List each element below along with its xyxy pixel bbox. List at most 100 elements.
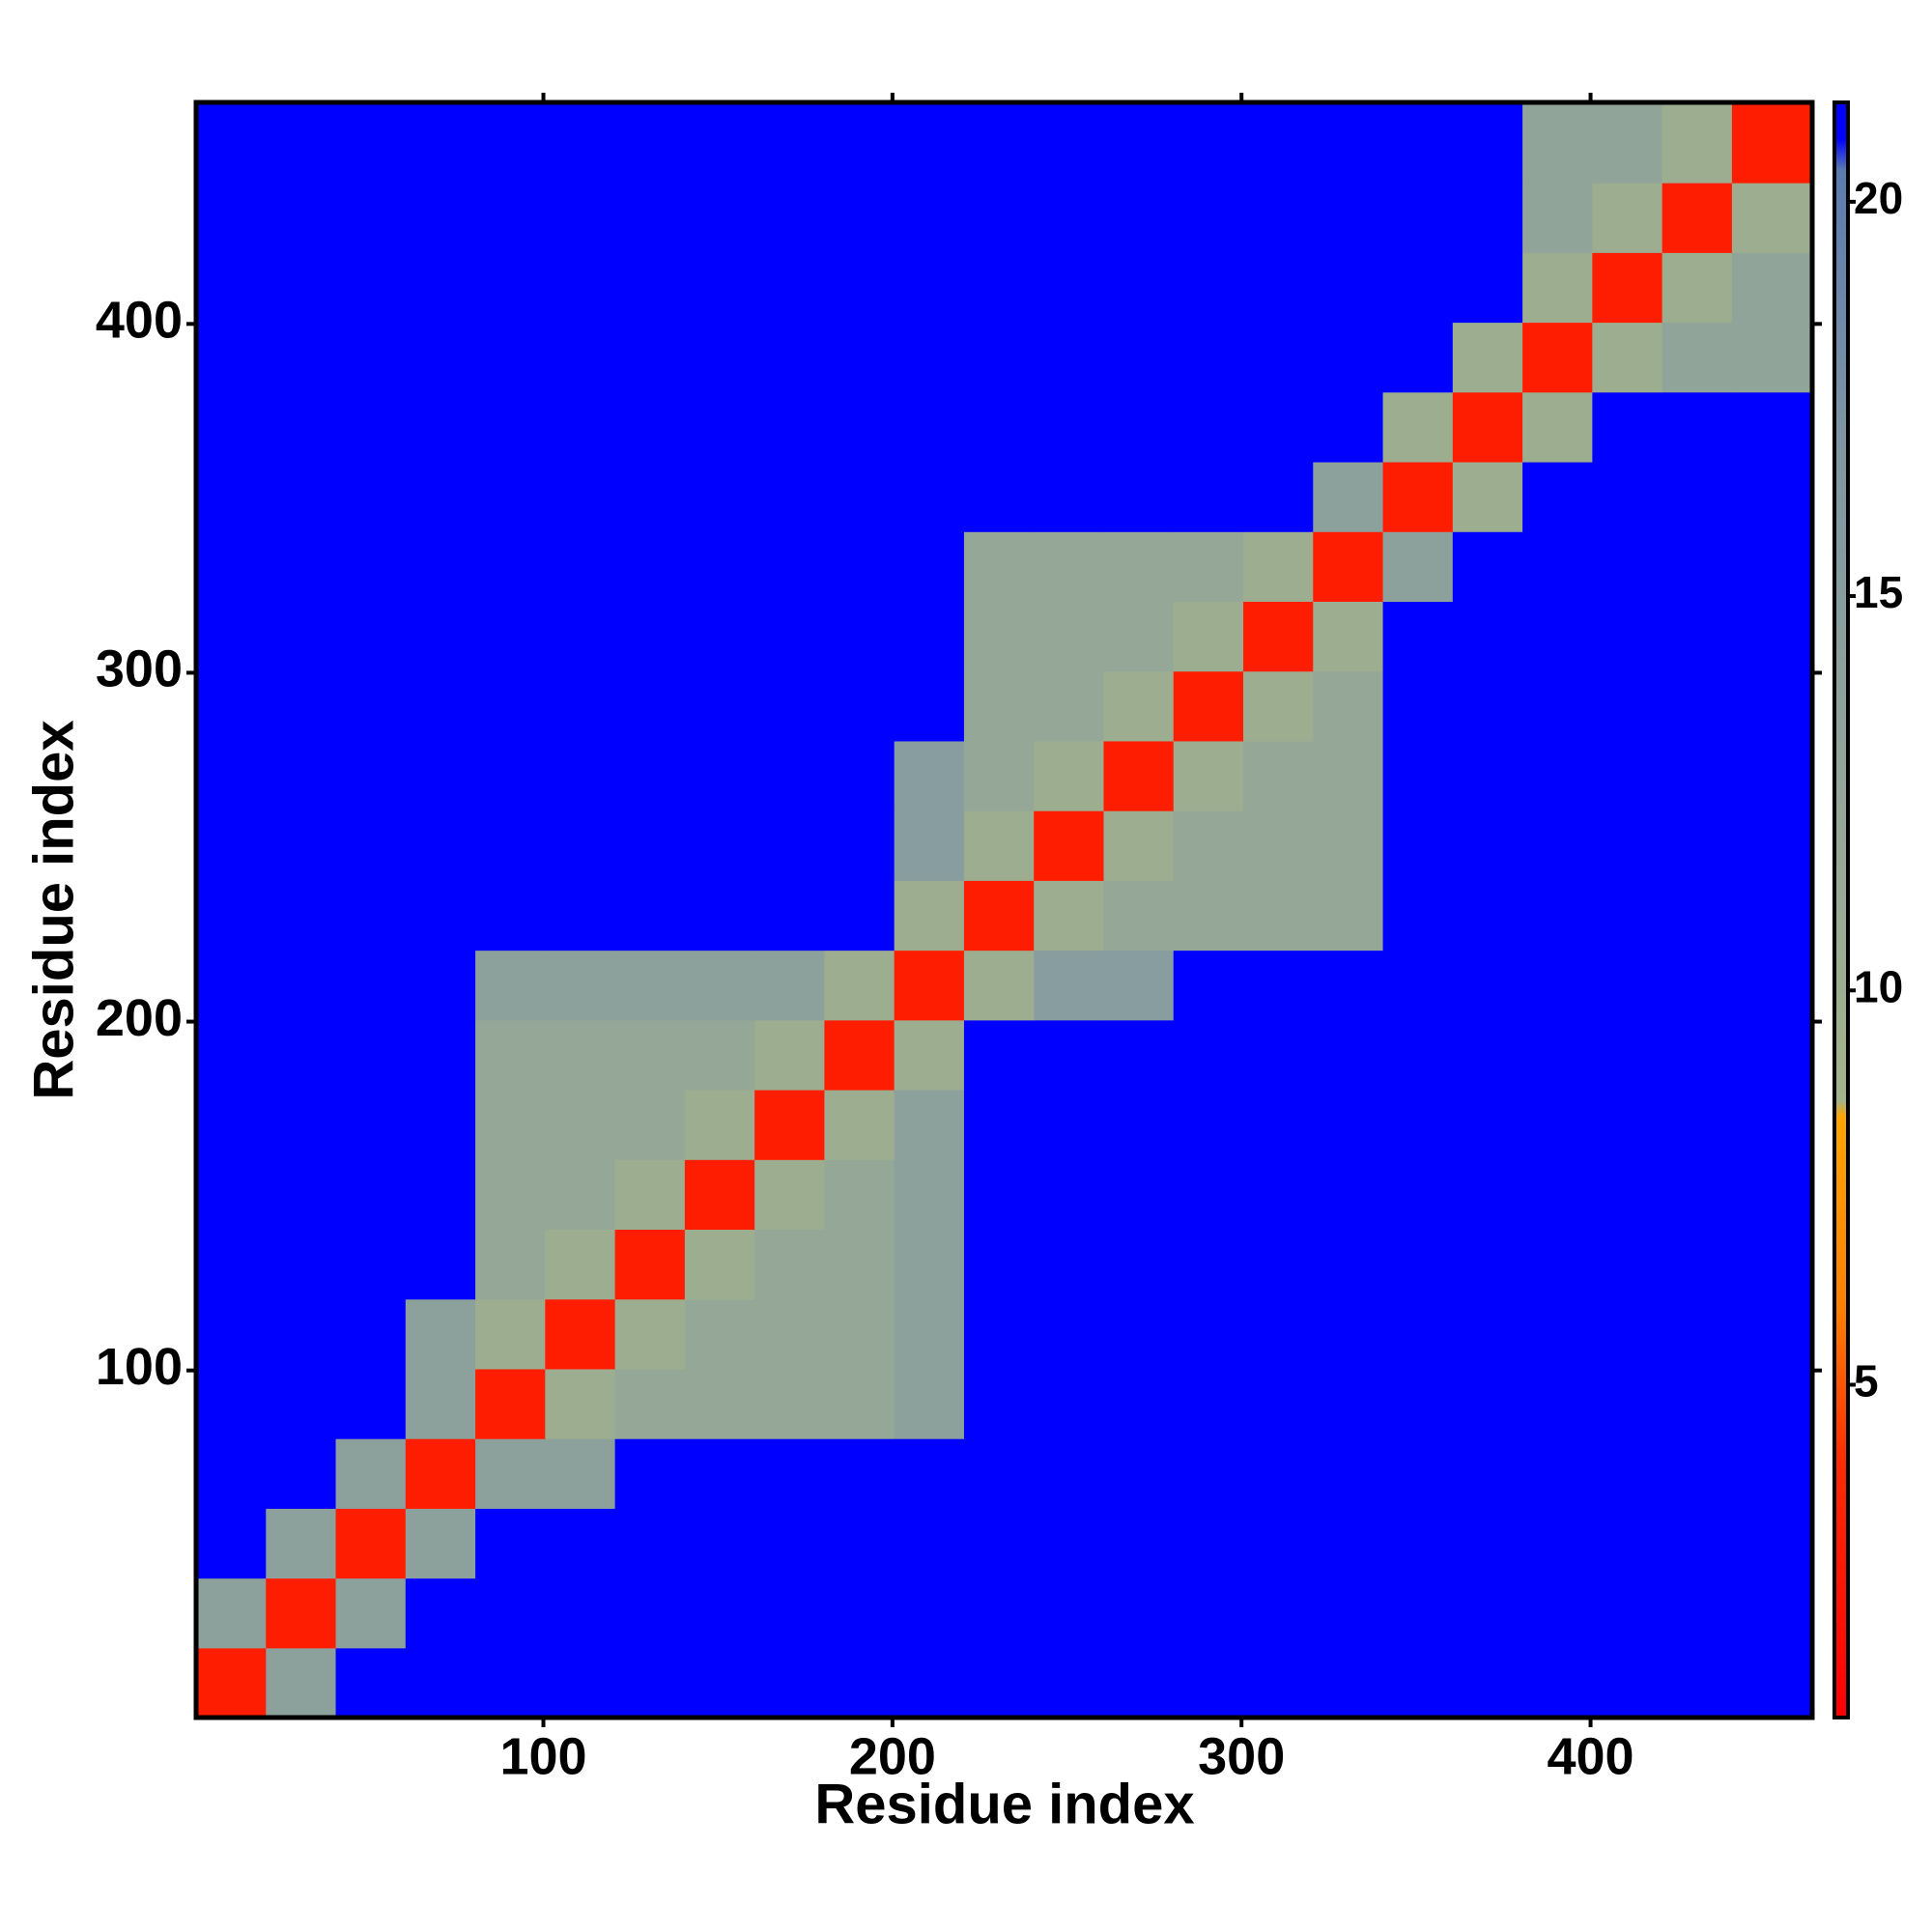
heatmap-cell — [335, 601, 407, 672]
heatmap-cell — [1522, 1647, 1593, 1719]
heatmap-cell — [684, 322, 755, 393]
heatmap-cell — [1173, 1577, 1244, 1649]
heatmap-cell — [335, 1089, 407, 1160]
heatmap-cell — [894, 1159, 965, 1231]
heatmap-cell — [1103, 810, 1175, 881]
heatmap-cell — [1662, 1577, 1733, 1649]
heatmap-cell — [1382, 601, 1454, 672]
heatmap-cell — [754, 1647, 826, 1719]
heatmap-cell — [266, 1647, 337, 1719]
heatmap-cell — [545, 1438, 616, 1509]
heatmap-cell — [963, 950, 1035, 1021]
heatmap-cell — [824, 1438, 895, 1509]
heatmap-cell — [1103, 880, 1175, 952]
heatmap-cell — [1173, 670, 1244, 742]
heatmap-cell — [1452, 1647, 1523, 1719]
heatmap-cell — [1103, 1159, 1175, 1231]
heatmap-cell — [335, 461, 407, 532]
heatmap-cell — [1522, 183, 1593, 253]
heatmap-cell — [335, 1368, 407, 1439]
heatmap-cell — [963, 880, 1035, 952]
heatmap-cell — [824, 183, 895, 253]
heatmap-cell — [894, 601, 965, 672]
heatmap-cell — [754, 1298, 826, 1370]
heatmap-cell — [1452, 1229, 1523, 1300]
heatmap-cell — [684, 1089, 755, 1160]
colorbar-tick-label: 10 — [1854, 961, 1903, 1011]
heatmap-cell — [1382, 252, 1454, 324]
heatmap-cell — [545, 531, 616, 603]
heatmap-cell — [1382, 810, 1454, 881]
heatmap-cell — [1731, 950, 1813, 1021]
y-tick-label: 400 — [96, 292, 183, 350]
heatmap-cell — [824, 252, 895, 324]
heatmap-cell — [1103, 740, 1175, 811]
heatmap-cell — [894, 102, 965, 184]
heatmap-cell — [545, 1647, 616, 1719]
heatmap-cell — [1243, 1647, 1314, 1719]
heatmap-cell — [475, 670, 546, 742]
heatmap-cell — [196, 810, 267, 881]
heatmap-cell — [266, 670, 337, 742]
heatmap-cell — [1522, 810, 1593, 881]
heatmap-cell — [335, 810, 407, 881]
x-tick-label: 400 — [1547, 1727, 1634, 1785]
heatmap-cell — [894, 1438, 965, 1509]
heatmap-cell — [1173, 1089, 1244, 1160]
heatmap-cell — [1103, 601, 1175, 672]
heatmap-cell — [1452, 1368, 1523, 1439]
heatmap-cell — [475, 1577, 546, 1649]
heatmap-cell — [963, 102, 1035, 184]
heatmap-cell — [196, 670, 267, 742]
heatmap-cell — [1382, 1647, 1454, 1719]
heatmap-cell — [963, 1368, 1035, 1439]
heatmap-cell — [196, 1647, 267, 1719]
heatmap-cell — [1592, 1438, 1663, 1509]
heatmap-cell — [1173, 322, 1244, 393]
heatmap-cell — [545, 461, 616, 532]
heatmap-cell — [1034, 670, 1105, 742]
heatmap-cell — [545, 183, 616, 253]
x-tick-label: 300 — [1198, 1727, 1285, 1785]
heatmap-cell — [1731, 740, 1813, 811]
heatmap-cell — [1452, 670, 1523, 742]
heatmap-cell — [1034, 391, 1105, 463]
heatmap-cell — [1662, 1159, 1733, 1231]
heatmap-cell — [475, 531, 546, 603]
heatmap-cell — [335, 670, 407, 742]
heatmap-cell — [614, 601, 686, 672]
heatmap-cell — [963, 531, 1035, 603]
heatmap-cell — [614, 1229, 686, 1300]
heatmap-cell — [614, 740, 686, 811]
heatmap-cell — [1382, 1508, 1454, 1579]
heatmap-cell — [894, 880, 965, 952]
heatmap-cell — [1452, 740, 1523, 811]
heatmap-cell — [1034, 1508, 1105, 1579]
heatmap-cell — [1662, 1438, 1733, 1509]
heatmap-cell — [1243, 322, 1314, 393]
heatmap-cell — [196, 1298, 267, 1370]
heatmap-cell — [1522, 950, 1593, 1021]
heatmap-cell — [963, 1508, 1035, 1579]
heatmap-cell — [335, 531, 407, 603]
heatmap-cell — [754, 1159, 826, 1231]
colorbar-tick-label: 5 — [1854, 1356, 1879, 1406]
heatmap-cell — [754, 601, 826, 672]
heatmap-cell — [1313, 1508, 1384, 1579]
heatmap-cell — [754, 1438, 826, 1509]
heatmap-cell — [963, 1019, 1035, 1091]
heatmap-cell — [335, 1298, 407, 1370]
heatmap-cell — [1034, 252, 1105, 324]
colorbar-tick-label: 20 — [1854, 173, 1903, 223]
heatmap-cell — [1243, 531, 1314, 603]
heatmap-cell — [196, 252, 267, 324]
heatmap-cell — [614, 1368, 686, 1439]
heatmap-cell — [963, 670, 1035, 742]
heatmap-cell — [475, 1298, 546, 1370]
heatmap-cell — [1034, 461, 1105, 532]
heatmap-cell — [684, 1229, 755, 1300]
heatmap-cell — [1522, 322, 1593, 393]
heatmap-cell — [545, 601, 616, 672]
heatmap-cell — [894, 1298, 965, 1370]
